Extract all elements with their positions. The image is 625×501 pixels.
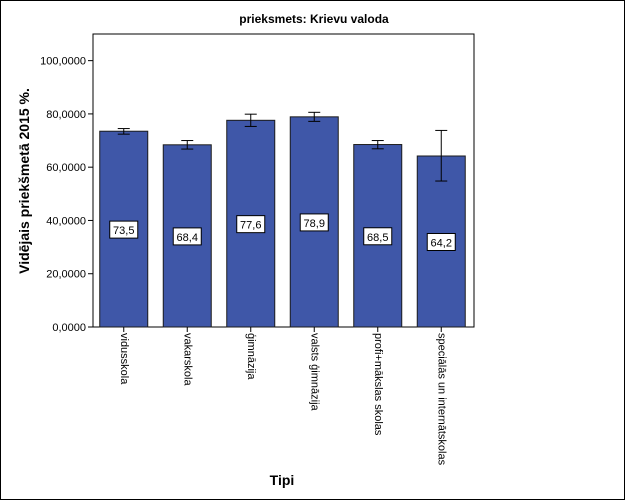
value-label: 73,5 — [113, 225, 134, 237]
x-tick-label: valsts ģimnāzija — [308, 333, 321, 412]
value-label-box — [299, 213, 329, 232]
x-tick-label: speciālās un internātskolas — [435, 333, 447, 466]
x-tick-label: vidusskola — [118, 333, 130, 385]
value-label: 77,6 — [240, 220, 261, 232]
value-label-box — [426, 232, 456, 251]
y-axis: 0,0000 20,0000 40,0000 60,0000 80,0000 100,00… — [40, 56, 93, 334]
x-axis: vidusskola vakarskola ģimnāzija valsts ģimn… — [118, 327, 447, 466]
y-tick-label: 20,0000 — [46, 269, 86, 281]
y-tick-label: 40,0000 — [46, 215, 86, 227]
plot-area — [92, 33, 475, 328]
y-tick-label: 100,0000 — [40, 56, 86, 68]
value-label-box — [236, 215, 266, 234]
value-label-box — [172, 227, 202, 246]
y-axis-label: Vidējais priekšmetā 2015 %. — [16, 88, 32, 274]
value-label: 78,9 — [304, 218, 325, 230]
value-label: 64,2 — [431, 237, 452, 249]
chart-title: prieksmets: Krievu valoda — [239, 12, 389, 26]
y-tick-label: 0,0000 — [52, 322, 86, 334]
y-tick-label: 60,0000 — [46, 162, 86, 174]
x-tick-label: profi+mākslas skolas — [372, 333, 384, 436]
value-label: 68,5 — [367, 232, 388, 244]
value-label: 68,4 — [177, 232, 198, 244]
value-label-box — [363, 227, 393, 246]
value-label-box — [109, 220, 139, 239]
y-tick-label: 80,0000 — [46, 109, 86, 121]
x-tick-label: vakarskola — [181, 333, 193, 386]
x-axis-label: Tipi — [270, 472, 295, 488]
x-tick-label: ģimnāzija — [245, 333, 258, 380]
